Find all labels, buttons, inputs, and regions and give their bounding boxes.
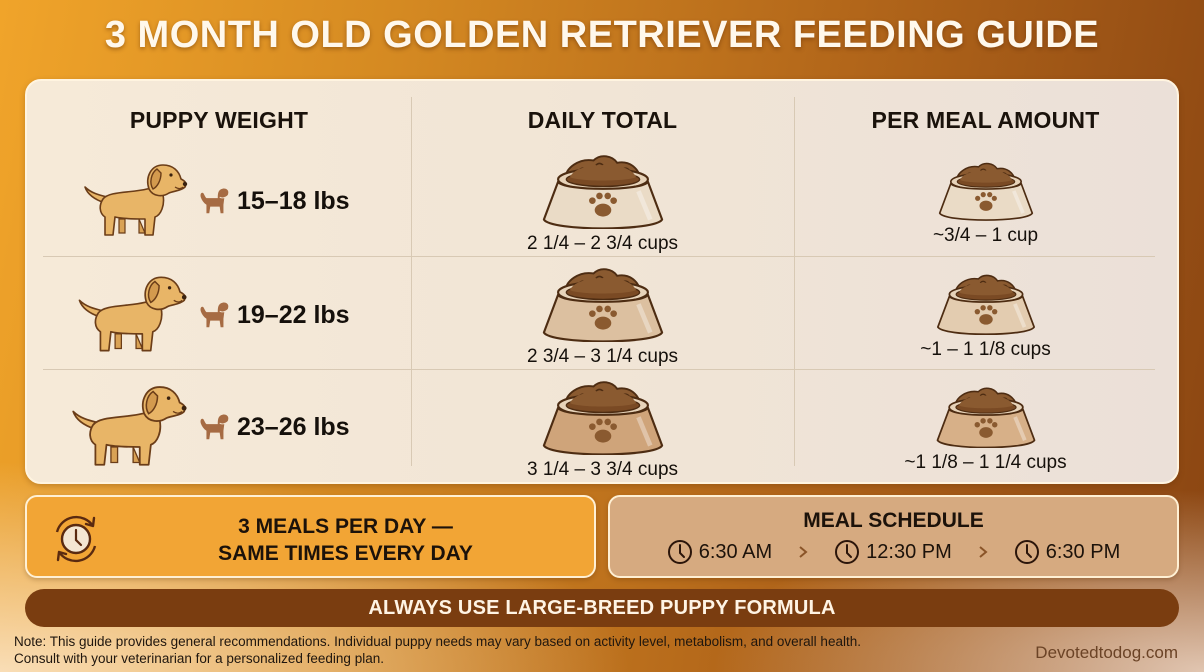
meals-line-2: SAME TIMES EVERY DAY — [218, 542, 473, 565]
header-per-meal: PER MEAL AMOUNT — [871, 107, 1100, 133]
per-meal-cell: ~3/4 – 1 cup — [794, 159, 1177, 247]
per-meal-value: ~1 – 1 1/8 cups — [920, 339, 1051, 360]
site-credit: Devotedtodog.com — [1035, 643, 1178, 662]
formula-text: ALWAYS USE LARGE-BREED PUPPY FORMULA — [368, 596, 836, 619]
food-bowl-icon — [937, 161, 1034, 221]
schedule-time-2: 12:30 PM — [834, 539, 952, 565]
per-meal-cell: ~1 1/8 – 1 1/4 cups — [794, 384, 1177, 474]
meal-schedule-times: 6:30 AM 12:30 PM 6:30 PM — [610, 539, 1177, 565]
golden-puppy-icon — [78, 276, 188, 352]
page-title: 3 MONTH OLD GOLDEN RETRIEVER FEEDING GUI… — [104, 14, 1100, 56]
row-divider — [43, 256, 1155, 257]
feeding-table: PUPPY WEIGHT DAILY TOTAL PER MEAL AMOUNT… — [25, 79, 1179, 484]
daily-total-cell: 3 1/4 – 3 3/4 cups — [411, 377, 794, 481]
column-divider — [794, 97, 795, 466]
weight-value: 23–26 lbs — [237, 412, 350, 441]
golden-puppy-icon — [72, 386, 188, 466]
schedule-time-1: 6:30 AM — [667, 539, 772, 565]
per-meal-value: ~1 1/8 – 1 1/4 cups — [904, 452, 1067, 473]
chevron-right-icon — [979, 546, 988, 558]
daily-total-cell: 2 3/4 – 3 1/4 cups — [411, 264, 794, 368]
time-label: 6:30 AM — [698, 540, 773, 563]
meals-frequency-text: 3 MEALS PER DAY — SAME TIMES EVERY DAY — [117, 513, 574, 567]
daily-total-value: 2 1/4 – 2 3/4 cups — [526, 233, 679, 254]
meal-schedule-card: MEAL SCHEDULE 6:30 AM 12:30 PM 6:30 PM — [608, 495, 1179, 578]
clock-icon — [1014, 540, 1039, 564]
time-label: 6:30 PM — [1045, 540, 1121, 563]
daily-total-value: 3 1/4 – 3 3/4 cups — [526, 459, 679, 480]
clock-icon — [667, 540, 692, 564]
food-bowl-icon — [535, 264, 671, 342]
header-daily-total: DAILY TOTAL — [527, 107, 678, 133]
meals-line-1: 3 MEALS PER DAY — — [238, 515, 453, 538]
meals-per-day-card: 3 MEALS PER DAY — SAME TIMES EVERY DAY — [25, 495, 596, 578]
schedule-time-3: 6:30 PM — [1014, 539, 1120, 565]
time-label: 12:30 PM — [866, 540, 952, 563]
column-divider — [411, 97, 412, 466]
disclaimer-note: Note: This guide provides general recomm… — [14, 634, 861, 666]
per-meal-cell: ~1 – 1 1/8 cups — [794, 271, 1177, 361]
table-row-weight: 23–26 lbs — [71, 379, 350, 475]
chevron-right-icon — [799, 546, 808, 558]
per-meal-value: ~3/4 – 1 cup — [932, 225, 1039, 246]
clock-icon — [835, 540, 860, 564]
golden-puppy-icon — [84, 164, 189, 236]
food-bowl-icon — [535, 151, 671, 229]
small-dog-icon — [200, 414, 229, 440]
food-bowl-icon — [935, 273, 1036, 335]
weight-value: 19–22 lbs — [237, 300, 350, 329]
formula-banner: ALWAYS USE LARGE-BREED PUPPY FORMULA — [25, 589, 1179, 627]
small-dog-icon — [200, 188, 229, 214]
small-dog-icon — [200, 302, 229, 328]
meal-schedule-title: MEAL SCHEDULE — [803, 509, 984, 532]
table-row-weight: 19–22 lbs — [77, 271, 350, 359]
table-row-weight: 15–18 lbs — [83, 159, 350, 243]
weight-value: 15–18 lbs — [237, 186, 350, 215]
daily-total-value: 2 3/4 – 3 1/4 cups — [526, 346, 679, 367]
food-bowl-icon — [535, 377, 671, 455]
row-divider — [43, 369, 1155, 370]
header-puppy-weight: PUPPY WEIGHT — [129, 107, 309, 133]
daily-total-cell: 2 1/4 – 2 3/4 cups — [411, 151, 794, 255]
food-bowl-icon — [935, 386, 1036, 448]
clock-cycle-icon — [55, 515, 97, 563]
